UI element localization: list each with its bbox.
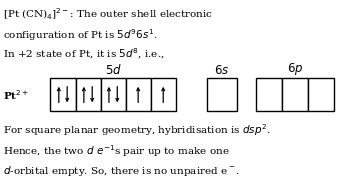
Text: $6p$: $6p$ bbox=[287, 61, 303, 77]
Bar bbox=[256, 78, 282, 111]
Text: For square planar geometry, hybridisation is $dsp^2$.: For square planar geometry, hybridisatio… bbox=[3, 122, 271, 138]
Text: configuration of Pt is $5d^96s^1$.: configuration of Pt is $5d^96s^1$. bbox=[3, 27, 158, 43]
Text: Pt$^{2+}$: Pt$^{2+}$ bbox=[3, 88, 30, 102]
Text: In +2 state of Pt, it is $5d^8$, i.e.,: In +2 state of Pt, it is $5d^8$, i.e., bbox=[3, 47, 165, 61]
Text: $6s$: $6s$ bbox=[214, 64, 230, 77]
Text: $5d$: $5d$ bbox=[105, 63, 121, 77]
Text: [Pt (CN)$_4$]$^{2-}$: The outer shell electronic: [Pt (CN)$_4$]$^{2-}$: The outer shell el… bbox=[3, 7, 214, 22]
Bar bbox=[76, 78, 101, 111]
Bar bbox=[126, 78, 151, 111]
Bar bbox=[151, 78, 176, 111]
Text: $d$-orbital empty. So, there is no unpaired e$^-$.: $d$-orbital empty. So, there is no unpai… bbox=[3, 164, 241, 178]
Bar bbox=[50, 78, 76, 111]
Text: Hence, the two $d$ $e^{-1}$s pair up to make one: Hence, the two $d$ $e^{-1}$s pair up to … bbox=[3, 143, 230, 159]
Bar bbox=[207, 78, 237, 111]
Bar bbox=[101, 78, 126, 111]
Bar bbox=[308, 78, 334, 111]
Bar bbox=[282, 78, 308, 111]
